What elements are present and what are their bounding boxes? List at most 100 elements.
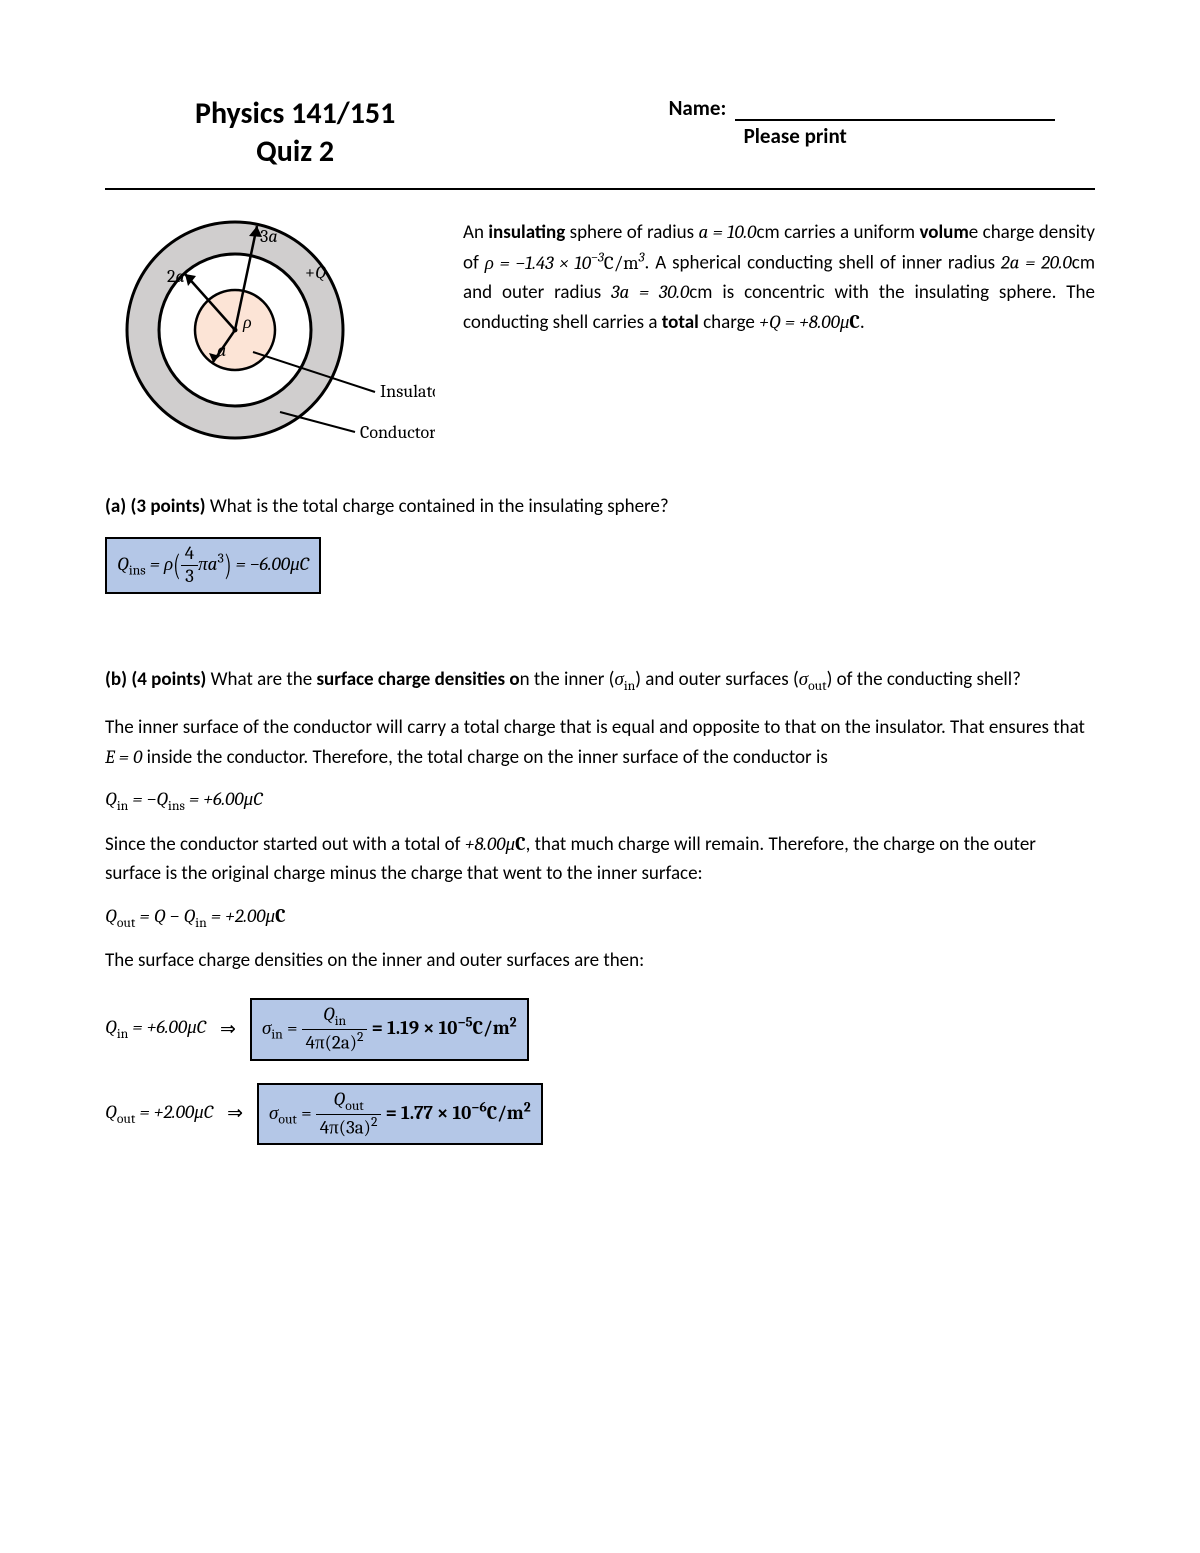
sigma-in-row: Qin = +6.00μC ⇒ σin = Qin4π(2a)2 = 1.19 … (105, 998, 1095, 1061)
b-p2a: Since the conductor started out with a t… (105, 833, 465, 856)
part-b-para1: The inner surface of the conductor will … (105, 713, 1095, 772)
a-frac-den: 3 (181, 566, 198, 588)
intro-bold1: insulating (488, 221, 565, 244)
b1-sig: σ (262, 1017, 271, 1039)
svg-text:2a: 2a (167, 266, 185, 287)
b1-unitexp: 2 (510, 1015, 517, 1030)
page: Physics 141/151 Quiz 2 Name: Please prin… (0, 0, 1200, 1553)
eq-qin-q: Q (105, 788, 117, 810)
intro-row: a ρ 2a 3a +Q Insulator Conductor (105, 212, 1095, 472)
part-a-answer-box: Qins = ρ(43πa3) = −6.00μC (105, 537, 321, 594)
eq-qin-mid: = −Q (128, 788, 168, 810)
r2-q: Q (105, 1101, 117, 1123)
b-p2c: C (515, 833, 525, 855)
intro-prefix: An (463, 221, 488, 244)
eq-qout-c: C (275, 905, 285, 927)
intro-t1b: cm carries a uniform (756, 221, 919, 244)
intro-t5: charge (699, 311, 759, 334)
part-b-label: (b) (4 points) (105, 668, 206, 691)
header: Physics 141/151 Quiz 2 Name: Please prin… (105, 95, 1095, 190)
svg-text:ρ: ρ (242, 312, 252, 333)
b2-den: 4π(3a) (320, 1116, 371, 1138)
b2-resexp: −6 (471, 1100, 486, 1115)
part-b-question: (b) (4 points) What are the surface char… (105, 665, 1095, 697)
eq-qout-mid: = Q − Q (135, 905, 195, 927)
part-a-qtext: What is the total charge contained in th… (206, 495, 669, 518)
name-area: Name: Please print (669, 95, 1055, 149)
b1-den: 4π(2a) (306, 1032, 357, 1054)
b1-resexp: −5 (457, 1015, 472, 1030)
title-line-1: Physics 141/151 (195, 95, 395, 133)
implies-1: ⇒ (220, 1018, 236, 1041)
b-q1: What are the (206, 668, 316, 691)
eq-qout-val: = +2.00μ (207, 905, 275, 927)
sphere-diagram: a ρ 2a 3a +Q Insulator Conductor (105, 212, 435, 472)
b1-sub: in (271, 1028, 282, 1043)
intro-rho-exp: −3 (591, 250, 604, 265)
b-q3: ) and outer surfaces ( (635, 668, 799, 691)
b2-numsub: out (345, 1098, 363, 1113)
r2-sub: out (117, 1112, 135, 1127)
eq-qout-sub: out (117, 915, 135, 930)
a-ans-q: Q (117, 553, 129, 575)
svg-text:+Q: +Q (305, 262, 326, 283)
svg-text:3a: 3a (260, 226, 278, 247)
b-e0: E = 0 (105, 746, 142, 768)
b-sigout: σ (799, 668, 808, 690)
b-p1a: The inner surface of the conductor will … (105, 716, 1085, 739)
b1-denexp: 2 (357, 1030, 363, 1045)
intro-q-unit: C (849, 311, 859, 333)
qout-recall: Qout = +2.00μC (105, 1101, 213, 1127)
part-b-para3: The surface charge densities on the inne… (105, 946, 1095, 975)
intro-t1: sphere of radius (565, 221, 698, 244)
b-subin: in (624, 679, 635, 694)
qin-recall: Qin = +6.00μC (105, 1016, 206, 1042)
a-pia: πa (198, 553, 217, 575)
b1-eq: = (283, 1017, 302, 1039)
quiz-title: Physics 141/151 Quiz 2 (195, 95, 395, 170)
eq-qin-sub: in (117, 799, 128, 814)
b-q4: ) of the conducting shell? (827, 668, 1021, 691)
b1-numsub: in (335, 1014, 346, 1029)
part-a-question: (a) (3 points) What is the total charge … (105, 492, 1095, 521)
intro-r3: 3a = 30.0 (611, 281, 689, 303)
b-p1b: inside the conductor. Therefore, the tot… (142, 746, 827, 769)
r1-val: = +6.00μC (128, 1016, 206, 1038)
a-ans-sub: ins (129, 564, 146, 579)
b1-res: = 1.19 × 10 (367, 1017, 457, 1039)
name-input-line[interactable] (735, 119, 1055, 121)
r1-q: Q (105, 1016, 117, 1038)
implies-2: ⇒ (227, 1102, 243, 1125)
svg-text:Conductor: Conductor (360, 422, 435, 443)
svg-text:a: a (217, 340, 226, 361)
r1-sub: in (117, 1027, 128, 1042)
intro-t3: . A spherical conducting shell of inner … (645, 252, 1001, 275)
intro-t6: . (860, 311, 865, 334)
b-p2val: +8.00μ (465, 833, 515, 855)
part-a-label: (a) (3 points) (105, 495, 206, 518)
intro-q-eq: +Q = +8.00μ (759, 311, 849, 333)
eq-qin-val: = +6.00μC (185, 788, 263, 810)
sigma-out-box: σout = Qout4π(3a)2 = 1.77 × 10−6C/m2 (257, 1083, 543, 1146)
eq-qout-q: Q (105, 905, 117, 927)
b-q2: n the inner ( (520, 668, 615, 691)
intro-bold2: volum (919, 221, 968, 244)
b2-sub: out (278, 1112, 296, 1127)
name-label: Name: (669, 95, 727, 121)
a-exp3: 3 (217, 552, 223, 567)
part-b-para2: Since the conductor started out with a t… (105, 830, 1095, 889)
intro-r2: 2a = 20.0 (1001, 252, 1072, 274)
b2-eq: = (297, 1101, 316, 1123)
intro-rho-lhs: ρ = −1.43 × 10 (485, 252, 591, 274)
b2-unitexp: 2 (524, 1100, 531, 1115)
b-bold1: surface charge densities o (316, 668, 519, 691)
a-frac-num: 4 (181, 543, 198, 566)
b2-unit: C/m (487, 1101, 524, 1123)
eq-qout: Qout = Q − Qin = +2.00μC (105, 905, 1095, 931)
b1-num: Q (323, 1003, 335, 1025)
b2-res: = 1.77 × 10 (381, 1101, 471, 1123)
eq-qin: Qin = −Qins = +6.00μC (105, 788, 1095, 814)
eq-qout-sub2: in (195, 915, 206, 930)
b-sigin: σ (614, 668, 623, 690)
b1-unit: C/m (473, 1017, 510, 1039)
